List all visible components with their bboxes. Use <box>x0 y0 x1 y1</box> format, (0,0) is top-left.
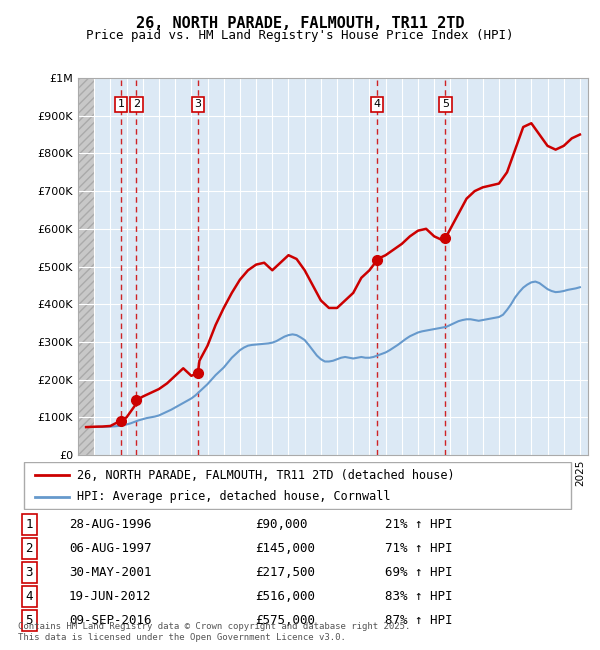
Text: 4: 4 <box>373 99 380 109</box>
Text: 2: 2 <box>133 99 140 109</box>
Text: 1: 1 <box>26 518 33 531</box>
FancyBboxPatch shape <box>23 463 571 510</box>
Text: 87% ↑ HPI: 87% ↑ HPI <box>385 614 452 627</box>
Text: 26, NORTH PARADE, FALMOUTH, TR11 2TD (detached house): 26, NORTH PARADE, FALMOUTH, TR11 2TD (de… <box>77 469 455 482</box>
Text: 4: 4 <box>26 590 33 603</box>
Text: 21% ↑ HPI: 21% ↑ HPI <box>385 518 452 531</box>
Text: 5: 5 <box>26 614 33 627</box>
Text: Contains HM Land Registry data © Crown copyright and database right 2025.
This d: Contains HM Land Registry data © Crown c… <box>18 622 410 642</box>
Text: £516,000: £516,000 <box>255 590 315 603</box>
Text: 09-SEP-2016: 09-SEP-2016 <box>69 614 151 627</box>
Text: £145,000: £145,000 <box>255 542 315 555</box>
Text: 28-AUG-1996: 28-AUG-1996 <box>69 518 151 531</box>
Text: 06-AUG-1997: 06-AUG-1997 <box>69 542 151 555</box>
Text: 1: 1 <box>118 99 125 109</box>
Text: 2: 2 <box>26 542 33 555</box>
Text: £217,500: £217,500 <box>255 566 315 579</box>
Text: 3: 3 <box>194 99 202 109</box>
Text: 30-MAY-2001: 30-MAY-2001 <box>69 566 151 579</box>
Text: £90,000: £90,000 <box>255 518 307 531</box>
Text: 71% ↑ HPI: 71% ↑ HPI <box>385 542 452 555</box>
Text: 83% ↑ HPI: 83% ↑ HPI <box>385 590 452 603</box>
Bar <box>78 78 94 455</box>
Text: 3: 3 <box>26 566 33 579</box>
Text: 69% ↑ HPI: 69% ↑ HPI <box>385 566 452 579</box>
Text: 5: 5 <box>442 99 449 109</box>
Text: 19-JUN-2012: 19-JUN-2012 <box>69 590 151 603</box>
Text: HPI: Average price, detached house, Cornwall: HPI: Average price, detached house, Corn… <box>77 490 391 503</box>
Text: Price paid vs. HM Land Registry's House Price Index (HPI): Price paid vs. HM Land Registry's House … <box>86 29 514 42</box>
Text: £575,000: £575,000 <box>255 614 315 627</box>
Text: 26, NORTH PARADE, FALMOUTH, TR11 2TD: 26, NORTH PARADE, FALMOUTH, TR11 2TD <box>136 16 464 31</box>
